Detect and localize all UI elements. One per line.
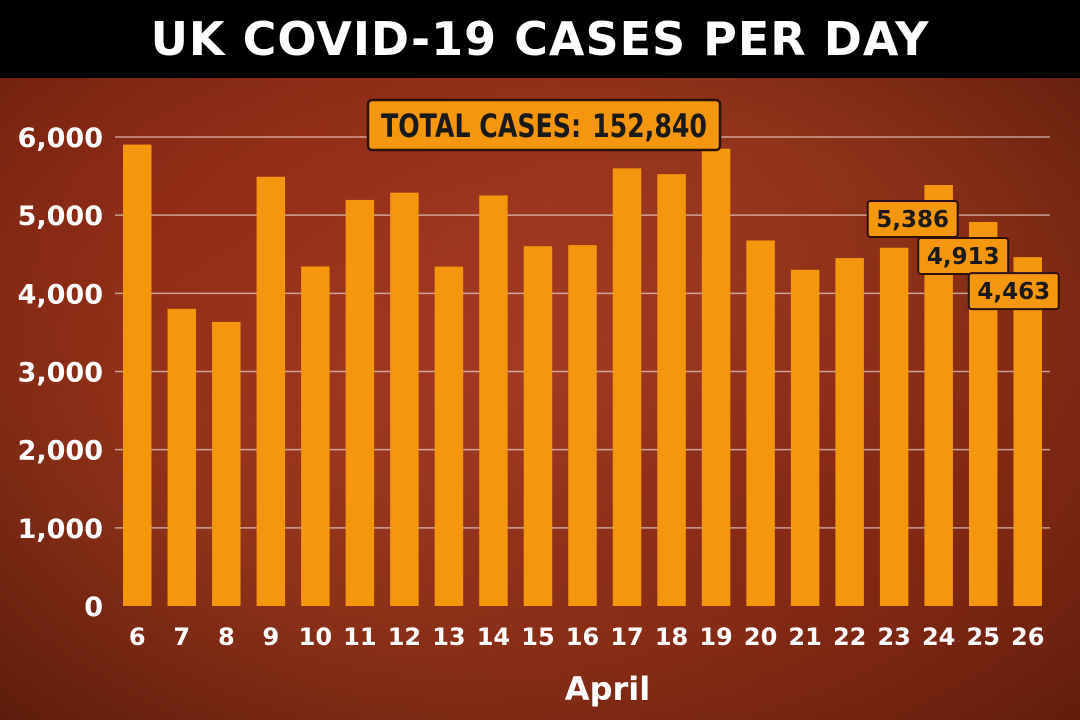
total-cases-badge: TOTAL CASES: 152,840 xyxy=(366,98,722,152)
bar-21 xyxy=(790,269,820,606)
total-cases-box xyxy=(366,98,722,152)
bar-17 xyxy=(612,168,642,606)
callout-box xyxy=(917,236,1010,275)
x-tick-label: 7 xyxy=(173,623,190,651)
bars-layer xyxy=(123,144,1042,607)
bar-14 xyxy=(479,195,508,606)
x-tick-label: 23 xyxy=(877,623,910,651)
y-tick-label: 4,000 xyxy=(18,279,103,310)
y-tick-label: 5,000 xyxy=(18,201,103,232)
x-tick-label: 14 xyxy=(477,623,510,651)
x-tick-label: 11 xyxy=(343,623,376,651)
bar-22 xyxy=(835,258,864,606)
x-tick-label: 22 xyxy=(833,623,866,651)
x-tick-label: 16 xyxy=(566,623,599,651)
x-tick-label: 15 xyxy=(521,623,554,651)
callout-label: 4,913 xyxy=(927,244,1000,270)
x-tick-label: 24 xyxy=(922,623,955,651)
x-tick-label: 21 xyxy=(788,623,821,651)
x-tick-label: 8 xyxy=(218,623,235,651)
bar-9 xyxy=(256,176,286,606)
x-tick-label: 26 xyxy=(1011,623,1044,651)
x-tick-label: 9 xyxy=(262,623,279,651)
y-axis-ticks: 0 1,000 2,000 3,000 4,000 5,000 6,000 xyxy=(18,123,103,623)
chart-title: UK COVID-19 CASES PER DAY xyxy=(150,12,930,66)
callout-label: 4,463 xyxy=(977,279,1050,305)
bar-26 xyxy=(1013,257,1042,606)
bar-7 xyxy=(167,308,197,606)
y-tick-label: 6,000 xyxy=(18,123,103,154)
x-axis-ticks: 6 7 8 9 10 11 12 13 14 15 16 17 18 19 20 21 22 23 24 25 26 xyxy=(129,623,1045,651)
x-tick-label: 19 xyxy=(699,623,732,651)
callout-label: 5,386 xyxy=(876,207,949,233)
x-tick-label: 18 xyxy=(655,623,688,651)
title-bar: UK COVID-19 CASES PER DAY xyxy=(0,0,1080,78)
total-cases-text: TOTAL CASES: 152,840 xyxy=(381,107,707,145)
bar-15 xyxy=(523,246,553,606)
bar-12 xyxy=(390,192,419,606)
bar-8 xyxy=(212,321,241,606)
bar-23 xyxy=(879,247,909,607)
bar-16 xyxy=(568,245,597,607)
callout-box xyxy=(866,199,959,238)
bar-20 xyxy=(746,240,775,606)
bar-13 xyxy=(434,266,464,606)
x-tick-label: 20 xyxy=(744,623,777,651)
x-tick-label: 6 xyxy=(129,623,146,651)
bar-11 xyxy=(345,199,375,606)
y-tick-label: 0 xyxy=(84,592,103,623)
x-tick-label: 17 xyxy=(610,623,643,651)
bar-19 xyxy=(701,148,731,606)
x-tick-label: 12 xyxy=(388,623,421,651)
bar-10 xyxy=(301,266,330,606)
bar-6 xyxy=(123,144,152,607)
y-tick-label: 1,000 xyxy=(18,514,103,545)
x-axis-label: April xyxy=(565,670,650,708)
value-callouts: 5,386 4,913 4,463 xyxy=(866,199,1060,311)
x-tick-label: 10 xyxy=(299,623,332,651)
y-tick-label: 2,000 xyxy=(18,436,103,467)
y-tick-label: 3,000 xyxy=(18,358,103,389)
x-tick-label: 13 xyxy=(432,623,465,651)
total-cases-label: TOTAL CASES: xyxy=(381,107,581,145)
x-tick-label: 25 xyxy=(967,623,1000,651)
total-cases-value: 152,840 xyxy=(592,107,707,145)
callout-box xyxy=(967,272,1060,311)
bar-18 xyxy=(657,174,686,607)
